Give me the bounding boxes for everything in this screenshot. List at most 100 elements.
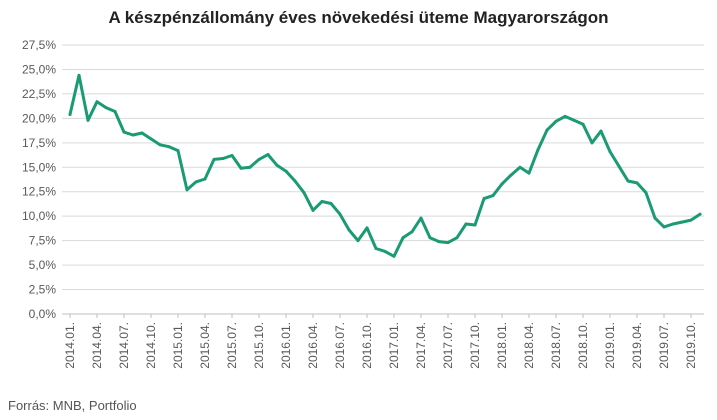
data-point xyxy=(239,166,243,170)
x-tick-label: 2017.07. xyxy=(441,322,455,369)
data-point xyxy=(491,194,495,198)
data-point xyxy=(626,179,630,183)
x-tick-label: 2014.10. xyxy=(144,322,158,369)
data-point xyxy=(698,212,702,216)
data-point xyxy=(500,182,504,186)
line-chart: 0,0% 2,5% 5,0% 7,5% 10,0% 12,5% 15,0% 17,5% 20,0… xyxy=(22,38,704,369)
y-tick-label: 17,5% xyxy=(22,136,56,150)
axes xyxy=(62,313,704,318)
y-axis-tick-labels: 0,0% 2,5% 5,0% 7,5% 10,0% 12,5% 15,0% 17,5% 20,0… xyxy=(22,38,56,321)
y-tick-label: 10,0% xyxy=(22,209,56,223)
data-point xyxy=(662,225,666,229)
data-point xyxy=(347,228,351,232)
x-tick-label: 2018.07. xyxy=(549,322,563,369)
data-point xyxy=(356,239,360,243)
x-tick-label: 2017.10. xyxy=(468,322,482,369)
x-tick-label: 2019.01. xyxy=(603,322,617,369)
x-tick-label: 2019.07. xyxy=(657,322,671,369)
x-tick-label: 2018.01. xyxy=(495,322,509,369)
data-point xyxy=(563,114,567,118)
data-point xyxy=(248,165,252,169)
data-point xyxy=(122,130,126,134)
data-point xyxy=(113,110,117,114)
data-point xyxy=(554,119,558,123)
data-point xyxy=(581,122,585,126)
data-point xyxy=(644,191,648,195)
data-point xyxy=(608,150,612,154)
data-point xyxy=(527,171,531,175)
source-note: Forrás: MNB, Portfolio xyxy=(8,398,137,413)
y-tick-label: 12,5% xyxy=(22,185,56,199)
x-tick-label: 2018.04. xyxy=(522,322,536,369)
x-tick-label: 2017.01. xyxy=(387,322,401,369)
gridlines xyxy=(62,44,704,291)
data-point xyxy=(293,179,297,183)
data-point xyxy=(419,216,423,220)
data-point xyxy=(68,112,72,116)
x-axis-tick-labels: 2014.01. 2014.04. 2014.07. 2014.10. 2015.01.… xyxy=(63,322,698,369)
data-point xyxy=(635,181,639,185)
x-tick-label: 2017.04. xyxy=(414,322,428,369)
data-point xyxy=(392,254,396,258)
series-line xyxy=(68,73,702,258)
x-tick-label: 2018.10. xyxy=(576,322,590,369)
data-point xyxy=(203,177,207,181)
data-point xyxy=(437,240,441,244)
y-tick-label: 5,0% xyxy=(29,258,57,272)
data-point xyxy=(320,200,324,204)
x-tick-label: 2014.01. xyxy=(63,322,77,369)
y-tick-label: 15,0% xyxy=(22,160,56,174)
data-point xyxy=(167,145,171,149)
data-point xyxy=(653,216,657,220)
data-point xyxy=(185,188,189,192)
data-point xyxy=(86,118,90,122)
data-point xyxy=(365,226,369,230)
x-tick-label: 2019.04. xyxy=(630,322,644,369)
x-tick-label: 2016.07. xyxy=(333,322,347,369)
x-tick-label: 2015.01. xyxy=(171,322,185,369)
data-point xyxy=(572,118,576,122)
x-tick-label: 2014.04. xyxy=(90,322,104,369)
data-point xyxy=(536,148,540,152)
data-point xyxy=(464,222,468,226)
y-tick-label: 27,5% xyxy=(22,38,56,52)
data-point xyxy=(689,218,693,222)
x-tick-label: 2016.04. xyxy=(306,322,320,369)
x-tick-label: 2015.04. xyxy=(198,322,212,369)
x-tick-label: 2015.07. xyxy=(225,322,239,369)
data-point xyxy=(446,241,450,245)
data-point xyxy=(149,137,153,141)
data-point xyxy=(482,197,486,201)
data-point xyxy=(671,222,675,226)
x-tick-label: 2015.10. xyxy=(252,322,266,369)
series xyxy=(68,73,702,258)
data-point xyxy=(212,157,216,161)
data-point xyxy=(275,163,279,167)
data-point xyxy=(374,246,378,250)
data-point xyxy=(95,100,99,104)
data-point xyxy=(230,154,234,158)
data-point xyxy=(284,169,288,173)
data-point xyxy=(509,173,513,177)
data-point xyxy=(311,208,315,212)
y-tick-label: 20,0% xyxy=(22,111,56,125)
data-point xyxy=(221,156,225,160)
data-point xyxy=(338,212,342,216)
x-tick-label: 2016.01. xyxy=(279,322,293,369)
data-point xyxy=(428,236,432,240)
data-point xyxy=(329,201,333,205)
data-point xyxy=(401,236,405,240)
data-point xyxy=(158,143,162,147)
data-point xyxy=(131,133,135,137)
data-point xyxy=(518,165,522,169)
y-tick-label: 0,0% xyxy=(29,307,57,321)
data-point xyxy=(680,220,684,224)
data-point xyxy=(104,106,108,110)
data-point xyxy=(266,153,270,157)
data-point xyxy=(617,164,621,168)
y-tick-label: 25,0% xyxy=(22,62,56,76)
data-point xyxy=(77,73,81,77)
data-point xyxy=(140,131,144,135)
x-tick-label: 2014.07. xyxy=(117,322,131,369)
y-tick-label: 22,5% xyxy=(22,87,56,101)
